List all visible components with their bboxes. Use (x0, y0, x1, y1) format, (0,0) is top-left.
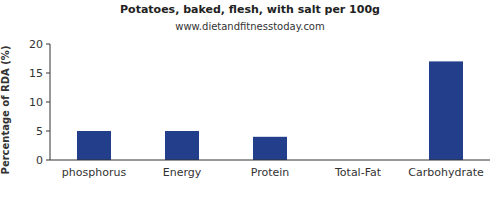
y-tick-label: 10 (29, 96, 43, 109)
y-axis (50, 44, 51, 160)
y-tick (46, 102, 50, 103)
x-tick-label: Carbohydrate (408, 166, 484, 179)
y-axis-label: Percentage of RDA (%) (0, 46, 11, 175)
x-tick-label: Total-Fat (334, 166, 382, 179)
x-tick-label: phosphorus (62, 166, 127, 179)
y-tick (46, 44, 50, 45)
y-tick-label: 15 (29, 67, 43, 80)
x-axis (50, 160, 490, 161)
bar (429, 61, 463, 160)
bar (77, 131, 111, 160)
subtitle: www.dietandfitnesstoday.com (175, 21, 324, 32)
y-tick-label: 5 (36, 125, 43, 138)
x-tick-label: Energy (163, 166, 202, 179)
bars (77, 61, 463, 160)
title: Potatoes, baked, flesh, with salt per 10… (120, 3, 380, 16)
chart-root: Potatoes, baked, flesh, with salt per 10… (0, 0, 500, 200)
y-tick (46, 131, 50, 132)
bar (165, 131, 199, 160)
bar (253, 137, 287, 160)
x-tick-label: Protein (251, 166, 290, 179)
y-tick (46, 160, 50, 161)
y-tick-label: 20 (29, 38, 43, 51)
chart: Potatoes, baked, flesh, with salt per 10… (0, 0, 500, 200)
y-tick (46, 73, 50, 74)
y-tick-label: 0 (36, 154, 43, 167)
